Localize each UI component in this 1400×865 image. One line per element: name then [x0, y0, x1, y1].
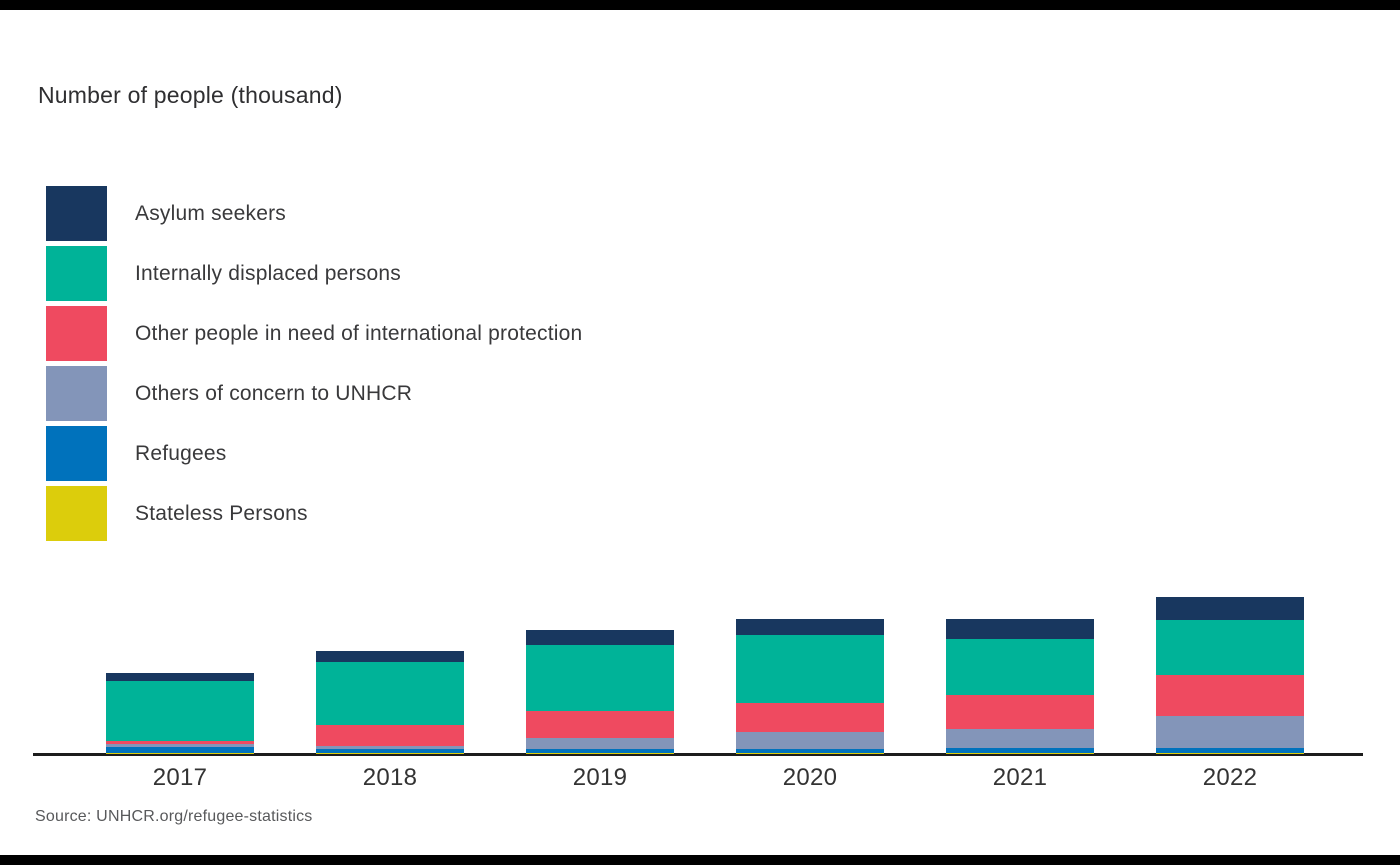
x-axis-label-2020: 2020 [782, 764, 838, 791]
x-axis-label-2017: 2017 [152, 764, 208, 791]
stacked-bar-2021 [946, 619, 1094, 753]
bar-segment-others-of-concern-to-unhcr [526, 738, 674, 749]
bar-segment-refugees [946, 748, 1094, 753]
bar-segment-other-people-in-need-of-international-protection [1156, 674, 1304, 717]
source-note: Source: UNHCR.org/refugee-statistics [35, 808, 313, 825]
x-axis-label-2021: 2021 [992, 764, 1048, 791]
bar-segment-others-of-concern-to-unhcr [946, 729, 1094, 749]
bar-segment-others-of-concern-to-unhcr [106, 743, 254, 747]
bar-segment-asylum-seekers [736, 618, 884, 635]
legend-label: Stateless Persons [135, 501, 308, 525]
bar-segment-asylum-seekers [316, 650, 464, 663]
legend-label: Other people in need of international pr… [135, 321, 583, 345]
bar-segment-refugees [106, 746, 254, 753]
legend-item-others-of-concern-to-unhcr: Others of concern to UNHCR [46, 366, 582, 421]
legend-item-internally-displaced-persons: Internally displaced persons [46, 246, 582, 301]
stacked-bar-2018 [316, 650, 464, 753]
legend-swatch-asylum-seekers [46, 186, 107, 241]
legend-item-stateless-persons: Stateless Persons [46, 486, 582, 541]
top-border-bar [0, 0, 1400, 10]
bar-segment-refugees [316, 748, 464, 753]
bar-segment-others-of-concern-to-unhcr [316, 746, 464, 749]
bar-segment-asylum-seekers [1156, 597, 1304, 620]
bar-segment-internally-displaced-persons [526, 644, 674, 711]
stacked-bar-2017 [106, 673, 254, 753]
bar-segment-refugees [736, 748, 884, 753]
bar-segment-internally-displaced-persons [736, 634, 884, 704]
legend-label: Asylum seekers [135, 201, 287, 225]
bar-segment-other-people-in-need-of-international-protection [736, 703, 884, 733]
bar-segment-internally-displaced-persons [106, 681, 254, 742]
legend-swatch-other-people-in-need-of-international-protection [46, 306, 107, 361]
bar-segment-others-of-concern-to-unhcr [736, 732, 884, 749]
legend-item-asylum-seekers: Asylum seekers [46, 186, 582, 241]
bar-segment-asylum-seekers [526, 629, 674, 645]
x-axis-label-2019: 2019 [572, 764, 628, 791]
plot-area [33, 597, 1363, 756]
legend-label: Internally displaced persons [135, 261, 401, 285]
stacked-bar-2020 [736, 618, 884, 753]
x-axis-label-2022: 2022 [1202, 764, 1258, 791]
stacked-bar-2019 [526, 629, 674, 753]
x-axis-line [33, 753, 1363, 756]
legend-swatch-refugees [46, 426, 107, 481]
bar-segment-refugees [526, 748, 674, 753]
bar-segment-internally-displaced-persons [1156, 619, 1304, 675]
legend-swatch-stateless-persons [46, 486, 107, 541]
bottom-border-bar [0, 855, 1400, 865]
bar-segment-others-of-concern-to-unhcr [1156, 716, 1304, 748]
bar-segment-other-people-in-need-of-international-protection [946, 695, 1094, 730]
bar-segment-other-people-in-need-of-international-protection [526, 710, 674, 739]
bar-segment-other-people-in-need-of-international-protection [316, 724, 464, 747]
chart-title: Number of people (thousand) [38, 82, 343, 108]
legend-label: Refugees [135, 441, 227, 465]
bar-segment-internally-displaced-persons [946, 639, 1094, 696]
chart-legend: Asylum seekers Internally displaced perso… [46, 186, 582, 546]
legend-item-refugees: Refugees [46, 426, 582, 481]
stacked-bar-2022 [1156, 597, 1304, 753]
legend-item-other-people-in-need-of-international-protection: Other people in need of international pr… [46, 306, 582, 361]
bar-segment-asylum-seekers [946, 619, 1094, 640]
bar-segment-refugees [1156, 747, 1304, 753]
bar-segment-other-people-in-need-of-international-protection [106, 741, 254, 744]
x-axis-labels: 2017 2018 2019 2020 2021 2022 [0, 764, 1400, 794]
legend-swatch-others-of-concern-to-unhcr [46, 366, 107, 421]
bar-segment-internally-displaced-persons [316, 662, 464, 725]
bar-segment-asylum-seekers [106, 673, 254, 682]
legend-swatch-internally-displaced-persons [46, 246, 107, 301]
legend-label: Others of concern to UNHCR [135, 381, 413, 405]
x-axis-label-2018: 2018 [362, 764, 418, 791]
